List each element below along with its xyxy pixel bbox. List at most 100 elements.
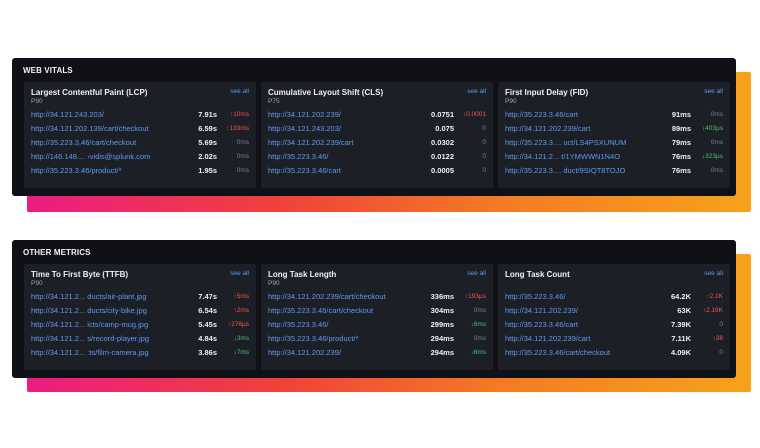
url-link[interactable]: http://34.121.202.239/cart xyxy=(505,334,591,343)
metric-value: 6.59s xyxy=(198,124,217,133)
table-row: http://35.223.3.46/product/* 294ms 0ms xyxy=(261,332,493,346)
panel-title: Time To First Byte (TTFB) xyxy=(31,270,129,279)
url-link[interactable]: http://35.223.3.46/product/* xyxy=(268,334,359,343)
cls-panel: Cumulative Layout Shift (CLS) P75 see all h… xyxy=(261,82,493,188)
section-title: OTHER METRICS xyxy=(23,248,91,257)
url-link[interactable]: http://35.223.3.46/cart/checkout xyxy=(268,306,374,315)
metric-value: 79ms xyxy=(671,138,691,147)
panel-percentile: P90 xyxy=(31,280,43,287)
metric-value: 4.84s xyxy=(198,334,217,343)
table-row: http://35.223.3.46/299ms ↓6ms xyxy=(261,318,493,332)
section-title: WEB VITALS xyxy=(23,66,73,75)
see-all-link[interactable]: see all xyxy=(230,88,249,95)
metric-change: 0 xyxy=(482,125,486,132)
panel-title: Long Task Length xyxy=(268,270,337,279)
url-link[interactable]: http://34.121.202.239/cart xyxy=(505,124,591,133)
table-row: http://35.223.3.46/cart 91ms 0ms xyxy=(498,108,730,122)
table-row: http://35.223.3.46/cart/checkout 5.69s 0ms xyxy=(24,136,256,150)
table-row: http://34.121.202.139/cart/checkout 6.59s… xyxy=(24,122,256,136)
metric-value: 0.0751 xyxy=(431,110,454,119)
metric-list: http://35.223.3.46/64.2K ↑2.1K http://34.1… xyxy=(498,290,730,360)
metric-value: 5.45s xyxy=(198,320,217,329)
metric-value: 1.95s xyxy=(198,166,217,175)
metric-value: 6.54s xyxy=(198,306,217,315)
see-all-link[interactable]: see all xyxy=(704,88,723,95)
url-link[interactable]: http://34.121.202.239/ xyxy=(268,110,341,119)
metric-value: 0.0122 xyxy=(431,152,454,161)
see-all-link[interactable]: see all xyxy=(467,270,486,277)
metric-value: 0.0005 xyxy=(431,166,454,175)
url-link[interactable]: http://34.121.202.239/cart xyxy=(268,138,354,147)
metric-change: 0ms xyxy=(710,111,723,118)
panel-percentile: P90 xyxy=(268,280,280,287)
metric-change: ↑5ms xyxy=(233,293,249,300)
metric-value: 0.075 xyxy=(435,124,454,133)
metric-change: ↑2ms xyxy=(233,307,249,314)
metric-change: 0ms xyxy=(236,139,249,146)
url-link[interactable]: http://35.223.3.46/cart xyxy=(505,320,578,329)
metric-value: 7.91s xyxy=(198,110,217,119)
url-link[interactable]: http://34.121.202.239/cart/checkout xyxy=(268,292,386,301)
url-link[interactable]: http://34.121.2... ducts/air-plant.jpg xyxy=(31,292,147,301)
url-link[interactable]: http://34.121.202.239/ xyxy=(268,348,341,357)
url-link[interactable]: http://34.121.243.203/ xyxy=(31,110,104,119)
metric-value: 64.2K xyxy=(670,292,691,301)
metric-list: http://34.121.202.239/cart/checkout 336ms… xyxy=(261,290,493,360)
long-task-count-panel: Long Task Count see all http://35.223.3.46… xyxy=(498,264,730,370)
url-link[interactable]: http://146.148.... ›vidis@splunk.com xyxy=(31,152,151,161)
metric-list: http://34.121.2... ducts/air-plant.jpg 7.… xyxy=(24,290,256,360)
metric-change: 0 xyxy=(719,349,723,356)
panel-percentile: P75 xyxy=(268,98,280,105)
other-metrics-section: OTHER METRICS Time To First Byte (TTFB) P… xyxy=(12,240,736,378)
table-row: http://35.223.3.46/0.0122 0 xyxy=(261,150,493,164)
url-link[interactable]: http://35.223.3.46/cart/checkout xyxy=(505,348,611,357)
table-row: http://34.121.2... s/record-player.jpg 4.… xyxy=(24,332,256,346)
url-link[interactable]: http://35.223.3.... uct/LS4PSXUNUM xyxy=(505,138,627,147)
url-link[interactable]: http://34.121.2... t/1YMWWN1N4O xyxy=(505,152,621,161)
table-row: http://146.148.... ›vidis@splunk.com 2.02… xyxy=(24,150,256,164)
url-link[interactable]: http://34.121.2... :ts/film-camera.jpg xyxy=(31,348,149,357)
see-all-link[interactable]: see all xyxy=(704,270,723,277)
url-link[interactable]: http://34.121.243.203/ xyxy=(268,124,341,133)
metric-value: 89ms xyxy=(671,124,691,133)
metric-change: ↑276µs xyxy=(227,321,249,328)
url-link[interactable]: http://34.121.202.239/ xyxy=(505,306,578,315)
metric-change: 0ms xyxy=(473,307,486,314)
metric-value: 76ms xyxy=(671,152,691,161)
url-link[interactable]: http://35.223.3.46/cart xyxy=(268,166,341,175)
metric-change: 0 xyxy=(482,139,486,146)
url-link[interactable]: http://35.223.3.46/product/* xyxy=(31,166,122,175)
metric-value: 336ms xyxy=(430,292,454,301)
url-link[interactable]: http://34.121.2... ducts/city-bike.jpg xyxy=(31,306,147,315)
url-link[interactable]: http://35.223.3.46/ xyxy=(268,320,329,329)
metric-value: 3.86s xyxy=(198,348,217,357)
see-all-link[interactable]: see all xyxy=(230,270,249,277)
url-link[interactable]: http://34.121.202.139/cart/checkout xyxy=(31,124,149,133)
url-link[interactable]: http://35.223.3.46/cart xyxy=(505,110,578,119)
table-row: http://34.121.2... ducts/city-bike.jpg 6.… xyxy=(24,304,256,318)
url-link[interactable]: http://35.223.3.46/ xyxy=(505,292,566,301)
metric-list: http://35.223.3.46/cart 91ms 0ms http://34.… xyxy=(498,108,730,178)
table-row: http://35.223.3.... uct/LS4PSXUNUM 79ms 0m… xyxy=(498,136,730,150)
metric-value: 0.0302 xyxy=(431,138,454,147)
table-row: http://35.223.3.46/64.2K ↑2.1K xyxy=(498,290,730,304)
url-link[interactable]: http://34.121.2... icts/camp-mug.jpg xyxy=(31,320,149,329)
metric-value: 5.69s xyxy=(198,138,217,147)
web-vitals-section: WEB VITALS Largest Contentful Paint (LCP… xyxy=(12,58,736,196)
metric-change: ↓7ms xyxy=(233,349,249,356)
see-all-link[interactable]: see all xyxy=(467,88,486,95)
url-link[interactable]: http://35.223.3.46/ xyxy=(268,152,329,161)
metric-change: ↑10ms xyxy=(229,111,249,118)
table-row: http://34.121.202.239/294ms ↓6ms xyxy=(261,346,493,360)
metric-list: http://34.121.202.239/0.0751 ↑0.0001 http:… xyxy=(261,108,493,178)
url-link[interactable]: http://35.223.3.... duct/9SIQT8TOJO xyxy=(505,166,626,175)
metric-change: 0 xyxy=(482,153,486,160)
url-link[interactable]: http://34.121.2... s/record-player.jpg xyxy=(31,334,149,343)
metric-change: ↓6ms xyxy=(470,321,486,328)
table-row: http://35.223.3.46/product/* 1.95s 0ms xyxy=(24,164,256,178)
metric-value: 304ms xyxy=(430,306,454,315)
table-row: http://34.121.2... icts/camp-mug.jpg 5.45… xyxy=(24,318,256,332)
metric-value: 7.39K xyxy=(670,320,691,329)
metric-change: 0 xyxy=(719,321,723,328)
url-link[interactable]: http://35.223.3.46/cart/checkout xyxy=(31,138,137,147)
